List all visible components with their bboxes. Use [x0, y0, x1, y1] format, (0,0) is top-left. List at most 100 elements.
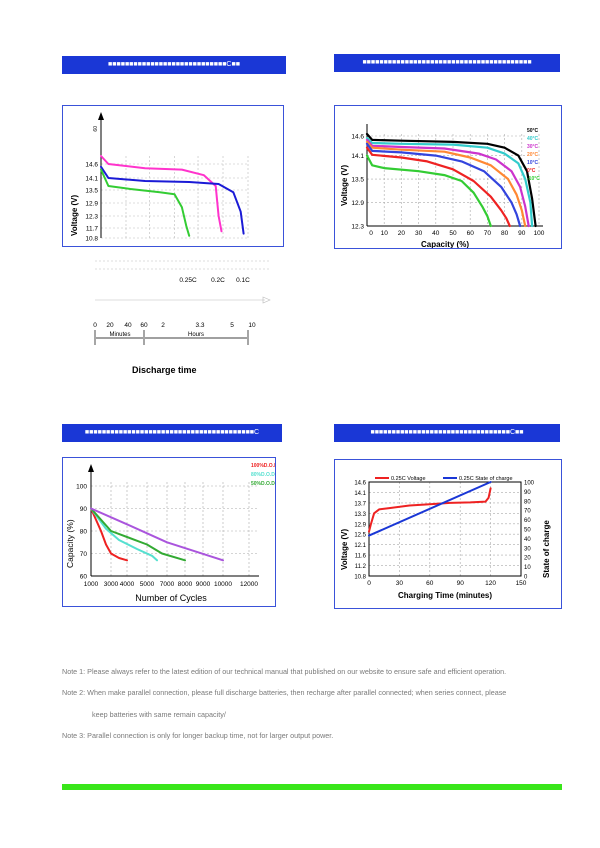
x-tick-label: 7000 — [160, 581, 175, 588]
charging-chart-frame: 14.6 14.1 13.7 13.3 12.9 12.5 12.1 11.6 11.2 10.8… — [334, 459, 562, 609]
y-tick-label: 14.6 — [85, 162, 98, 169]
series-line — [365, 138, 530, 228]
y-top-tick: 60 — [93, 126, 99, 132]
y-tick-label: 10.8 — [354, 575, 366, 581]
rate-label: 0.1C — [236, 277, 250, 284]
y-tick-label: 12.9 — [354, 522, 366, 528]
y-tick-label: 12.3 — [85, 214, 98, 221]
legend-label: 20°C — [527, 152, 539, 158]
y-tick-label: 13.7 — [354, 501, 366, 507]
series-line — [100, 155, 223, 233]
x-tick-label: 50 — [449, 230, 457, 237]
y-tick-label: 12.1 — [354, 543, 366, 549]
charging-chart: 14.6 14.1 13.7 13.3 12.9 12.5 12.1 11.6 11.2 10.8… — [340, 476, 551, 600]
y-tick-label: 14.6 — [354, 481, 366, 487]
y-tick-label: 11.2 — [355, 564, 367, 570]
series-line — [90, 507, 128, 562]
x-tick-label: 5000 — [140, 581, 155, 588]
legend-label: 0°C — [527, 168, 536, 174]
rate-label: 0.2C — [211, 277, 225, 284]
temperature-chart-frame: 14.6 14.1 13.5 12.9 12.3 0 10 20 30 40 50 60 70 80 90 1… — [334, 105, 562, 249]
y2-tick-label: 30 — [524, 546, 531, 552]
x-tick-label: 9000 — [196, 581, 211, 588]
banner-cycle-life: ■■■■■■■■■■■■■■■■■■■■■■■■■■■■■■■■■■■■■■■■… — [62, 424, 282, 442]
minutes-label: Minutes — [109, 332, 130, 338]
series-line — [365, 142, 522, 228]
y2-axis-label: State of charge — [542, 520, 551, 578]
x-axis-label: Capacity (%) — [421, 240, 469, 248]
y-tick-label: 12.9 — [351, 200, 364, 207]
arrow-head — [262, 296, 271, 304]
y-tick-label: 14.1 — [85, 176, 98, 183]
time-tick-label: 40 — [124, 322, 132, 329]
x-tick-label: 3000 — [104, 581, 119, 588]
x-tick-label: 100 — [534, 230, 545, 237]
y-axis-label: Voltage (V) — [70, 194, 79, 236]
y2-tick-label: 10 — [524, 565, 531, 571]
x-tick-label: 90 — [518, 230, 526, 237]
note-3: Note 3: Parallel connection is only for … — [62, 731, 334, 740]
time-tick-label: 60 — [140, 322, 148, 329]
y-tick-label: 12.3 — [351, 224, 364, 231]
legend-label: 80%D.O.D — [251, 472, 275, 478]
x-axis-label: Number of Cycles — [135, 593, 207, 603]
x-axis-label: Charging Time (minutes) — [398, 591, 492, 600]
y2-tick-label: 60 — [524, 518, 531, 524]
y-tick-label: 11.7 — [86, 226, 99, 233]
y-tick-label: 11.6 — [355, 554, 367, 560]
series-line — [90, 507, 224, 562]
x-tick-label: 20 — [398, 230, 406, 237]
series-line — [100, 165, 245, 235]
legend-label: 30°C — [527, 144, 539, 150]
note-2: Note 2: When make parallel connection, p… — [62, 688, 507, 697]
x-tick-label: 60 — [426, 580, 434, 587]
x-tick-label: 150 — [516, 580, 527, 587]
banner-temperature: ■■■■■■■■■■■■■■■■■■■■■■■■■■■■■■■■■■■■■■■■ — [334, 54, 560, 72]
legend-label: 0.25C State of charge — [459, 476, 513, 482]
y-axis-label: Voltage (V) — [340, 164, 349, 206]
y-tick-label: 14.1 — [351, 153, 364, 160]
y2-tick-label: 50 — [524, 528, 531, 534]
discharge-chart: 14.6 14.1 13.5 12.9 12.3 11.7 10.8 60 Voltage (V… — [70, 112, 249, 243]
y-tick-label: 10.8 — [85, 236, 98, 243]
discharge-time-axis: 0.25C 0.2C 0.1C 0 20 40 60 2 3.3 5 10 Minutes Hours — [93, 260, 271, 345]
y2-tick-label: 40 — [524, 537, 531, 543]
y-tick-label: 14.6 — [351, 134, 364, 141]
time-tick-label: 2 — [161, 322, 165, 329]
soc-line — [368, 481, 492, 537]
temperature-chart: 14.6 14.1 13.5 12.9 12.3 0 10 20 30 40 50 60 70 80 90 1… — [340, 124, 545, 249]
plot-border — [368, 481, 522, 577]
y-tick-label: 70 — [80, 551, 88, 558]
y-tick-label: 12.5 — [354, 533, 366, 539]
x-tick-label: 80 — [501, 230, 509, 237]
discharge-chart-frame: 14.6 14.1 13.5 12.9 12.3 11.7 10.8 60 Voltage (V… — [62, 105, 284, 247]
legend-label: 10°C — [527, 160, 539, 166]
banner-discharge: ■■■■■■■■■■■■■■■■■■■■■■■■■■■■C■■ — [62, 56, 286, 74]
series-line — [365, 132, 537, 228]
x-tick-label: 90 — [457, 580, 465, 587]
series-line — [100, 168, 191, 237]
series-line — [90, 507, 186, 562]
x-tick-label: 40 — [432, 230, 440, 237]
x-tick-label: 70 — [484, 230, 492, 237]
y-axis-label: Voltage (V) — [340, 528, 349, 570]
voltage-line — [368, 487, 492, 533]
x-tick-label: 120 — [485, 580, 496, 587]
y-axis-label: Capacity (%) — [65, 519, 75, 568]
series-line — [365, 140, 527, 228]
y-axis-arrow — [88, 464, 94, 472]
y-tick-label: 14.1 — [354, 491, 366, 497]
x-tick-label: 10 — [381, 230, 389, 237]
y-tick-label: 13.5 — [351, 177, 364, 184]
banner-charging: ■■■■■■■■■■■■■■■■■■■■■■■■■■■■■■■■■C■■ — [334, 424, 560, 442]
x-tick-label: 4000 — [120, 581, 135, 588]
x-tick-label: 0 — [369, 230, 373, 237]
legend-label: 0.25C Voltage — [391, 476, 426, 482]
x-tick-label: 30 — [396, 580, 404, 587]
legend-label: -10°C — [527, 176, 540, 182]
series-line — [365, 136, 534, 228]
x-tick-label: 0 — [367, 580, 371, 587]
x-tick-label: 30 — [415, 230, 423, 237]
y2-tick-label: 70 — [524, 509, 531, 515]
